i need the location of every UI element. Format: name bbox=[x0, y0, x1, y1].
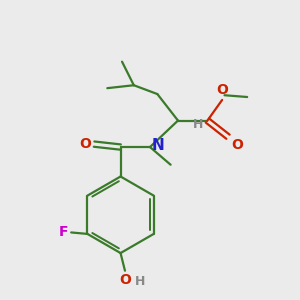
Text: N: N bbox=[152, 138, 164, 153]
Text: O: O bbox=[231, 138, 243, 152]
Text: O: O bbox=[79, 137, 91, 151]
Text: F: F bbox=[59, 225, 68, 239]
Text: H: H bbox=[193, 118, 203, 131]
Text: O: O bbox=[216, 83, 228, 97]
Text: H: H bbox=[134, 275, 145, 288]
Text: O: O bbox=[119, 273, 131, 287]
